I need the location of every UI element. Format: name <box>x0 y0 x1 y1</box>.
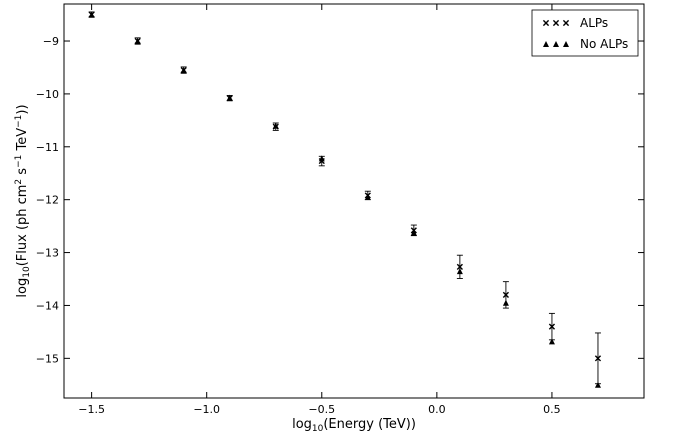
alps-point <box>364 192 371 199</box>
cross-stroke <box>548 323 556 330</box>
x-tick-label: −1.5 <box>78 403 105 416</box>
cross-stroke <box>318 157 325 165</box>
x-tick-label: 0.5 <box>543 403 561 416</box>
alps-point <box>548 323 556 330</box>
y-tick-label: −14 <box>36 299 59 312</box>
cross-stroke <box>562 19 570 27</box>
alps-point <box>594 355 602 362</box>
cross-stroke <box>410 227 417 234</box>
legend-alps-glyph <box>542 19 550 27</box>
alps-point <box>502 291 509 298</box>
no-alps-point <box>548 338 555 345</box>
plot-frame <box>63 3 645 399</box>
cross-stroke <box>180 67 187 74</box>
alps-point <box>272 123 279 130</box>
legend-no-alps-glyph <box>563 41 569 47</box>
y-tick-label: −13 <box>36 247 59 260</box>
legend-no-alps-marker <box>543 41 569 47</box>
legend-no-alps-glyph <box>543 41 549 47</box>
alps-point <box>88 11 95 18</box>
y-tick-label: −15 <box>36 352 59 365</box>
y-tick-label: −10 <box>36 88 59 101</box>
alps-point <box>180 67 187 74</box>
legend-alps-glyph <box>552 19 560 27</box>
x-tick-label: −1.0 <box>193 403 220 416</box>
cross-stroke <box>552 19 560 27</box>
alps-point <box>456 263 463 270</box>
cross-stroke <box>272 123 279 130</box>
cross-stroke <box>226 95 233 102</box>
cross-stroke <box>364 192 371 199</box>
no-alps-point <box>594 381 601 388</box>
x-tick-label: 0.0 <box>428 403 446 416</box>
cross-stroke <box>456 263 463 270</box>
alps-point <box>134 37 141 45</box>
data-marks <box>88 11 602 388</box>
cross-stroke <box>134 37 141 45</box>
axis-ticks: −1.5 −1.0 −0.5 0.0 0.5 −9 −10 −11 −12 −13 −14 −15 <box>36 4 644 416</box>
legend-alps-marker <box>542 19 570 27</box>
alps-point <box>318 157 325 165</box>
legend-alps-label: ALPs <box>580 16 608 30</box>
legend-alps-glyph <box>562 19 570 27</box>
alps-point <box>226 95 233 102</box>
cross-stroke <box>594 355 602 362</box>
cross-stroke <box>502 291 509 298</box>
y-axis-label: log10(Flux (ph cm2 s−1 TeV−1)) <box>14 104 32 297</box>
cross-stroke <box>542 19 550 27</box>
legend-box <box>531 9 639 57</box>
y-tick-label: −12 <box>36 194 59 207</box>
legend-no-alps-label: No ALPs <box>580 37 628 51</box>
cross-stroke <box>88 11 95 18</box>
legend: ALPs No ALPs <box>531 9 639 57</box>
x-axis-label: log10(Energy (TeV)) <box>292 417 416 434</box>
y-tick-label: −9 <box>43 35 59 48</box>
legend-no-alps-glyph <box>553 41 559 47</box>
y-tick-label: −11 <box>36 141 59 154</box>
alps-point <box>410 227 417 234</box>
x-tick-label: −0.5 <box>308 403 335 416</box>
